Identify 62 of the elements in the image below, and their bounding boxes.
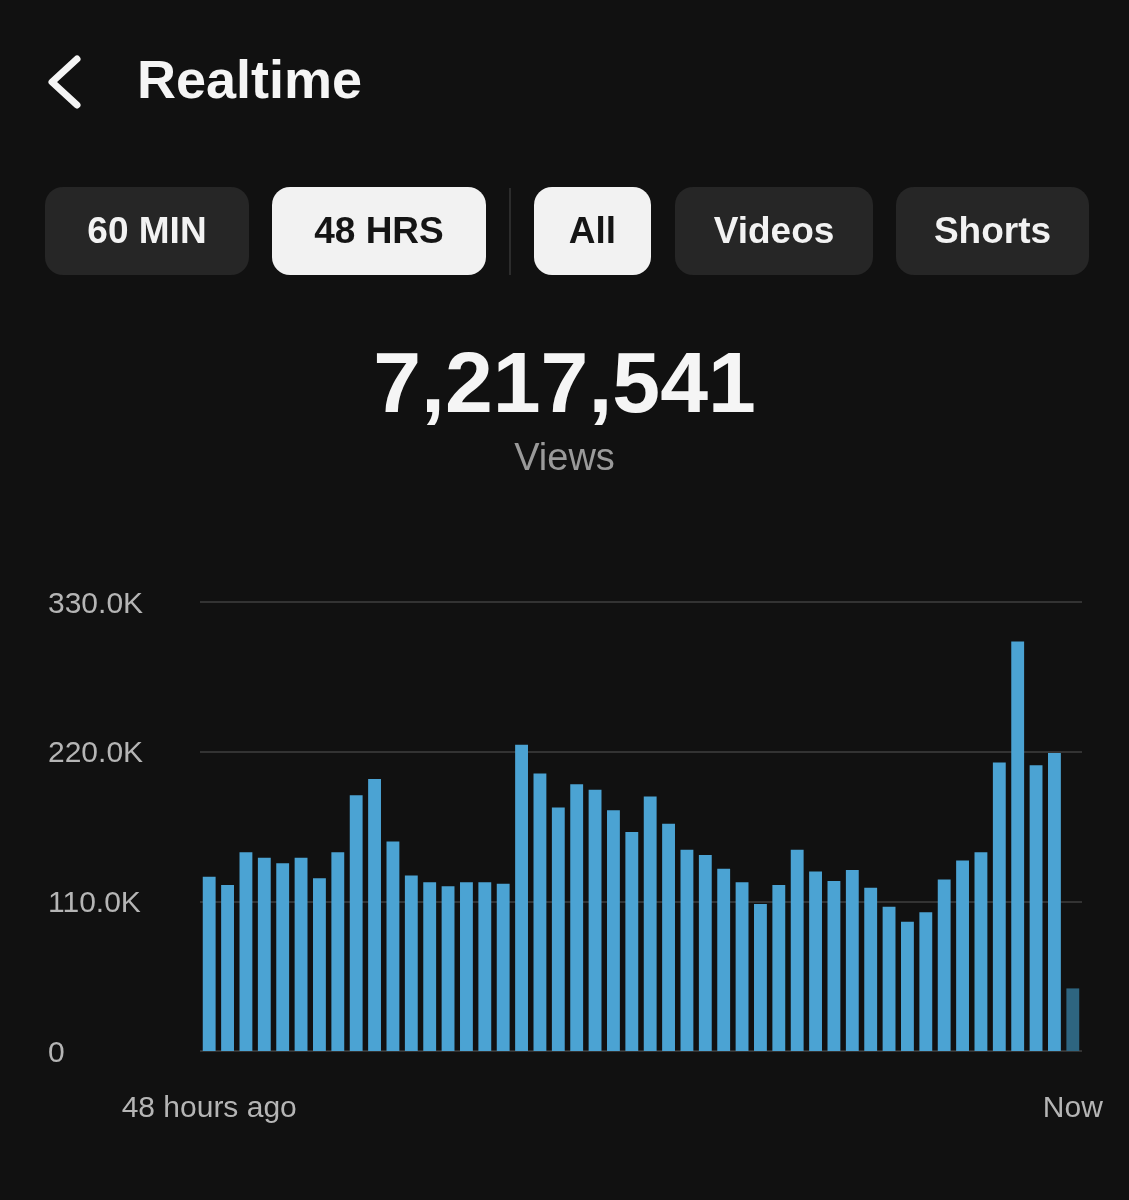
bar [478,882,492,1051]
bar [349,795,363,1051]
text: Views [514,435,615,480]
toggle-button[interactable]: Shorts [896,187,1089,275]
bar [588,789,602,1051]
chart-title: Realtime [137,48,363,111]
bar [257,857,271,1051]
bar [386,841,400,1051]
bar [423,882,437,1051]
toggle-button[interactable]: Videos [675,187,873,275]
x-tick-label: Now [1042,1089,1104,1123]
bar [662,823,675,1051]
bar [460,882,473,1051]
bar [937,879,951,1051]
bar [239,852,253,1051]
bar [919,912,933,1051]
bar [607,810,620,1051]
bar [809,871,822,1051]
text: 7,217,541 [373,333,756,432]
bar [974,852,988,1051]
toggle-button[interactable]: All [534,187,651,275]
bar [294,857,308,1051]
bar [368,778,381,1051]
bar [680,849,694,1051]
bar [313,878,326,1051]
bar [882,906,896,1051]
bar [956,860,969,1051]
bar [901,921,914,1051]
bar [276,863,290,1051]
bar [404,875,418,1051]
y-tick-label: 110.0K [48,884,141,918]
toggle-button[interactable]: 60 MIN [45,187,249,275]
bar [1066,988,1080,1051]
bar [1029,765,1043,1051]
bar [1011,641,1025,1051]
bar [735,882,749,1051]
bar [331,852,345,1051]
x-tick-label: 48 hours ago [121,1089,297,1123]
bar [533,773,547,1051]
bar [827,880,841,1051]
bar [551,807,565,1051]
bar [992,762,1006,1051]
bar [441,886,455,1051]
y-tick-label: 330.0K [48,585,144,619]
bar [698,855,712,1051]
toggle-button[interactable]: 48 HRS [272,187,486,275]
bar [221,885,234,1051]
y-tick-label: 220.0K [48,735,144,769]
bar [1048,753,1061,1051]
bar [496,883,510,1051]
bar [202,876,216,1051]
bar [772,885,786,1051]
bar [864,887,878,1051]
bar [570,784,584,1051]
bar [845,870,859,1051]
bar [754,904,767,1051]
bar [643,796,657,1051]
bar [625,831,639,1051]
bar [717,868,731,1051]
bar [515,744,528,1051]
bar [790,849,804,1051]
y-tick-label: 0 [48,1034,65,1068]
